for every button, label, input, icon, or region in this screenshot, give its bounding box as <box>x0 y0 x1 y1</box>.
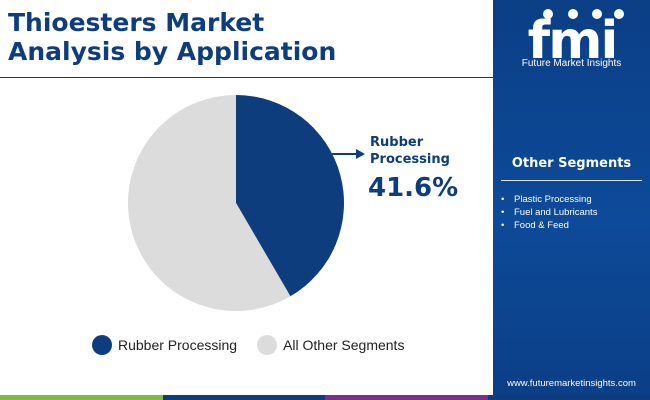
legend-swatch <box>92 335 112 355</box>
bottom-bar-segment <box>487 395 650 400</box>
logo-text: fmi <box>528 11 617 64</box>
callout-label: Rubber Processing <box>370 135 450 167</box>
legend-item-rubber-processing: Rubber Processing <box>92 335 237 355</box>
bottom-bar-segment <box>325 395 488 400</box>
website-url: www.futuremarketinsights.com <box>507 378 636 389</box>
other-segments-title: Other Segments <box>511 156 632 171</box>
pie-slice-rubber-processing <box>236 95 344 297</box>
brand-name: Future Market Insights <box>521 58 622 69</box>
sidebar: fmi Future Market Insights Other Segment… <box>493 0 650 400</box>
other-segments-list: Plastic Processing Fuel and Lubricants F… <box>501 193 597 232</box>
legend-item-all-other-segments: All Other Segments <box>257 335 404 355</box>
other-segments-divider <box>501 180 642 181</box>
pie-slice-all-other-segments <box>128 95 291 311</box>
list-item: Plastic Processing <box>501 193 597 206</box>
page-title-line-1: Thioesters Market <box>8 8 265 37</box>
pie-chart <box>128 95 365 311</box>
legend-label: Rubber Processing <box>118 337 238 353</box>
page-title: Thioesters Market Analysis by Applicatio… <box>8 8 478 66</box>
callout-arrow <box>332 149 365 159</box>
bottom-bar-segment <box>162 395 325 400</box>
list-item: Food & Feed <box>501 219 597 232</box>
legend-swatch <box>257 335 278 355</box>
page-title-line-2: Analysis by Application <box>8 37 337 66</box>
legend-label: All Other Segments <box>283 337 405 353</box>
bottom-color-bar <box>0 395 650 400</box>
chart-legend: Rubber Processing All Other Segments <box>92 335 404 355</box>
bottom-bar-segment <box>0 395 163 400</box>
title-divider <box>0 77 493 78</box>
fmi-logo: fmi <box>528 9 624 64</box>
callout-value: 41.6% <box>368 173 459 203</box>
list-item: Fuel and Lubricants <box>501 206 597 219</box>
